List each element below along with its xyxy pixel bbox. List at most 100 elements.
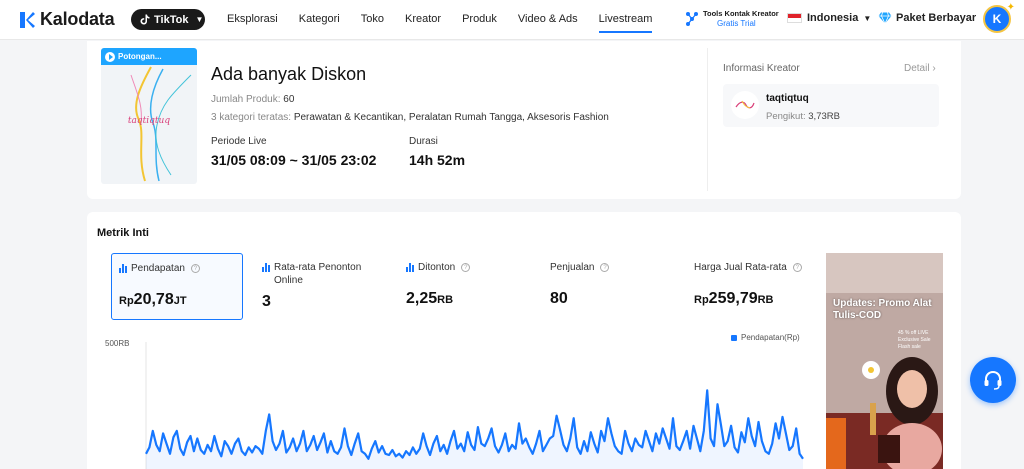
- duration-label: Durasi: [409, 136, 438, 147]
- help-icon[interactable]: ?: [461, 263, 471, 272]
- creator-card[interactable]: taqtiqtuq Pengikut: 3,73RB: [723, 84, 939, 127]
- video-frame: [826, 253, 943, 469]
- detail-label: Detail: [904, 63, 930, 74]
- top-categories: 3 kategori teratas: Perawatan & Kecantik…: [211, 112, 609, 123]
- nav-produk[interactable]: Produk: [462, 13, 497, 25]
- followers-value: 3,73RB: [808, 111, 840, 122]
- metric-header: Pendapatan?: [119, 262, 200, 275]
- language-selector[interactable]: Indonesia ▼: [787, 12, 871, 24]
- nav-eksplorasi[interactable]: Eksplorasi: [227, 13, 278, 25]
- tiktok-icon: [140, 14, 150, 25]
- chart-legend[interactable]: Pendapatan(Rp): [731, 333, 800, 342]
- nav-video-ads[interactable]: Video & Ads: [517, 13, 578, 25]
- creator-detail-link[interactable]: Detail ›: [904, 63, 936, 74]
- tools-trial: Gratis Trial: [717, 19, 756, 28]
- product-count-value: 60: [283, 94, 295, 105]
- metric-card-pendapatan[interactable]: Pendapatan? Rp20,78JT: [111, 253, 243, 320]
- livestream-thumbnail[interactable]: Potongan... taqtiqtuq: [101, 48, 197, 184]
- chevron-right-icon: ›: [932, 63, 936, 74]
- live-period-value: 31/05 08:09 ~ 31/05 23:02: [211, 152, 377, 168]
- creator-logo-icon: [735, 100, 755, 109]
- metric-label: Rata-rata Penonton Online: [274, 262, 362, 286]
- caret-down-icon: ▼: [863, 13, 872, 23]
- metric-value: Rp20,78JT: [119, 291, 187, 309]
- kalodata-logo[interactable]: Kalodata: [18, 9, 115, 30]
- metric-label: Ditonton: [418, 262, 456, 273]
- paid-plan-label: Paket Berbayar: [896, 12, 977, 24]
- platform-label: TikTok: [154, 13, 189, 26]
- legend-swatch: [731, 334, 737, 341]
- product-count-label: Jumlah Produk:: [211, 94, 281, 105]
- metric-card-ditonton[interactable]: Ditonton? 2,25RB: [399, 253, 531, 320]
- live-period-label: Periode Live: [211, 136, 267, 147]
- caret-down-icon: ▼: [195, 15, 204, 24]
- help-icon[interactable]: ?: [600, 263, 610, 272]
- metric-prefix: Rp: [119, 295, 134, 307]
- metric-label: Pendapatan: [131, 263, 185, 274]
- metric-number: 2,25: [406, 290, 438, 307]
- thumbnail-tag-label: Potongan...: [118, 52, 162, 61]
- metric-header: Harga Jual Rata-rata?: [694, 261, 802, 274]
- help-icon[interactable]: ?: [792, 263, 802, 272]
- metric-label: Harga Jual Rata-rata: [694, 262, 787, 273]
- kalodata-logo-icon: [20, 11, 35, 28]
- creator-followers: Pengikut: 3,73RB: [766, 111, 840, 122]
- brand-name: Kalodata: [40, 9, 115, 29]
- thumbnail-art: taqtiqtuq: [128, 66, 192, 182]
- core-metrics-card: Metrik Inti Pendapatan? Rp20,78JT Rata-rat…: [87, 212, 961, 469]
- metric-prefix: Rp: [694, 294, 709, 306]
- promo-overlay: Updates: Promo Alat Tulis-COD: [833, 298, 932, 321]
- nav-kategori[interactable]: Kategori: [298, 13, 340, 25]
- help-icon[interactable]: ?: [190, 264, 200, 273]
- nav-kreator[interactable]: Kreator: [404, 13, 442, 25]
- creator-contact-tools[interactable]: Tools Kontak Kreator Gratis Trial: [685, 9, 779, 29]
- headset-icon: [984, 370, 1002, 390]
- top-categories-value: Perawatan & Kecantikan, Peralatan Rumah …: [293, 112, 609, 123]
- chart-y-max-label: 500RB: [105, 339, 130, 348]
- metric-unit: JT: [173, 295, 187, 307]
- thumbnail-tag: Potongan...: [101, 48, 197, 65]
- metric-unit: RB: [437, 294, 454, 306]
- metric-number: 259,79: [708, 290, 758, 307]
- creator-info-title: Informasi Kreator: [723, 63, 800, 74]
- metric-value: Rp259,79RB: [694, 290, 774, 308]
- paid-plan-button[interactable]: Paket Berbayar: [878, 12, 976, 24]
- duration-value: 14h 52m: [409, 152, 466, 168]
- metric-unit: RB: [757, 294, 774, 306]
- livestream-info-card: Potongan... taqtiqtuq Ada banyak Diskon …: [87, 41, 961, 199]
- metric-card-penjualan[interactable]: Penjualan? 80: [543, 253, 675, 320]
- metric-card-harga-jual-rata-rata[interactable]: Harga Jual Rata-rata? Rp259,79RB: [687, 253, 819, 320]
- diamond-icon: [878, 12, 892, 24]
- core-metrics-title: Metrik Inti: [97, 227, 149, 239]
- metric-header: Penjualan?: [550, 261, 610, 274]
- creator-avatar: [731, 91, 759, 119]
- revenue-chart[interactable]: [144, 342, 809, 469]
- metric-number: 20,78: [133, 291, 174, 308]
- creator-name: taqtiqtuq: [766, 93, 809, 104]
- indonesia-flag-icon: [787, 13, 802, 23]
- product-count: Jumlah Produk: 60: [211, 94, 294, 105]
- legend-label: Pendapatan(Rp): [741, 333, 800, 342]
- revenue-area: [146, 390, 803, 469]
- bar-chart-icon: [262, 263, 270, 272]
- thumbnail-text: taqtiqtuq: [128, 116, 170, 126]
- metric-header: Ditonton?: [406, 261, 471, 274]
- tools-title: Tools Kontak Kreator: [703, 9, 779, 18]
- nav-toko[interactable]: Toko: [360, 13, 384, 25]
- revenue-series-line: [145, 389, 804, 460]
- metric-number: 80: [550, 290, 568, 307]
- bar-chart-icon: [119, 264, 127, 273]
- metric-value: 3: [262, 293, 271, 311]
- metric-value: 80: [550, 290, 568, 308]
- top-categories-label: 3 kategori teratas:: [211, 112, 292, 123]
- nav-livestream[interactable]: Livestream: [598, 0, 652, 40]
- divider: [707, 48, 708, 191]
- platform-selector[interactable]: TikTok ▼: [131, 9, 205, 30]
- network-icon: [686, 12, 698, 26]
- avatar-initial: K: [983, 5, 1011, 33]
- livestream-video-preview[interactable]: Updates: Promo Alat Tulis-COD 45 % off L…: [826, 253, 943, 469]
- metric-card-rata-rata-penonton-online[interactable]: Rata-rata Penonton Online 3: [255, 253, 387, 320]
- metric-label: Penjualan: [550, 262, 595, 273]
- user-avatar[interactable]: K ✦: [983, 2, 1015, 35]
- support-chat-button[interactable]: [970, 357, 1016, 403]
